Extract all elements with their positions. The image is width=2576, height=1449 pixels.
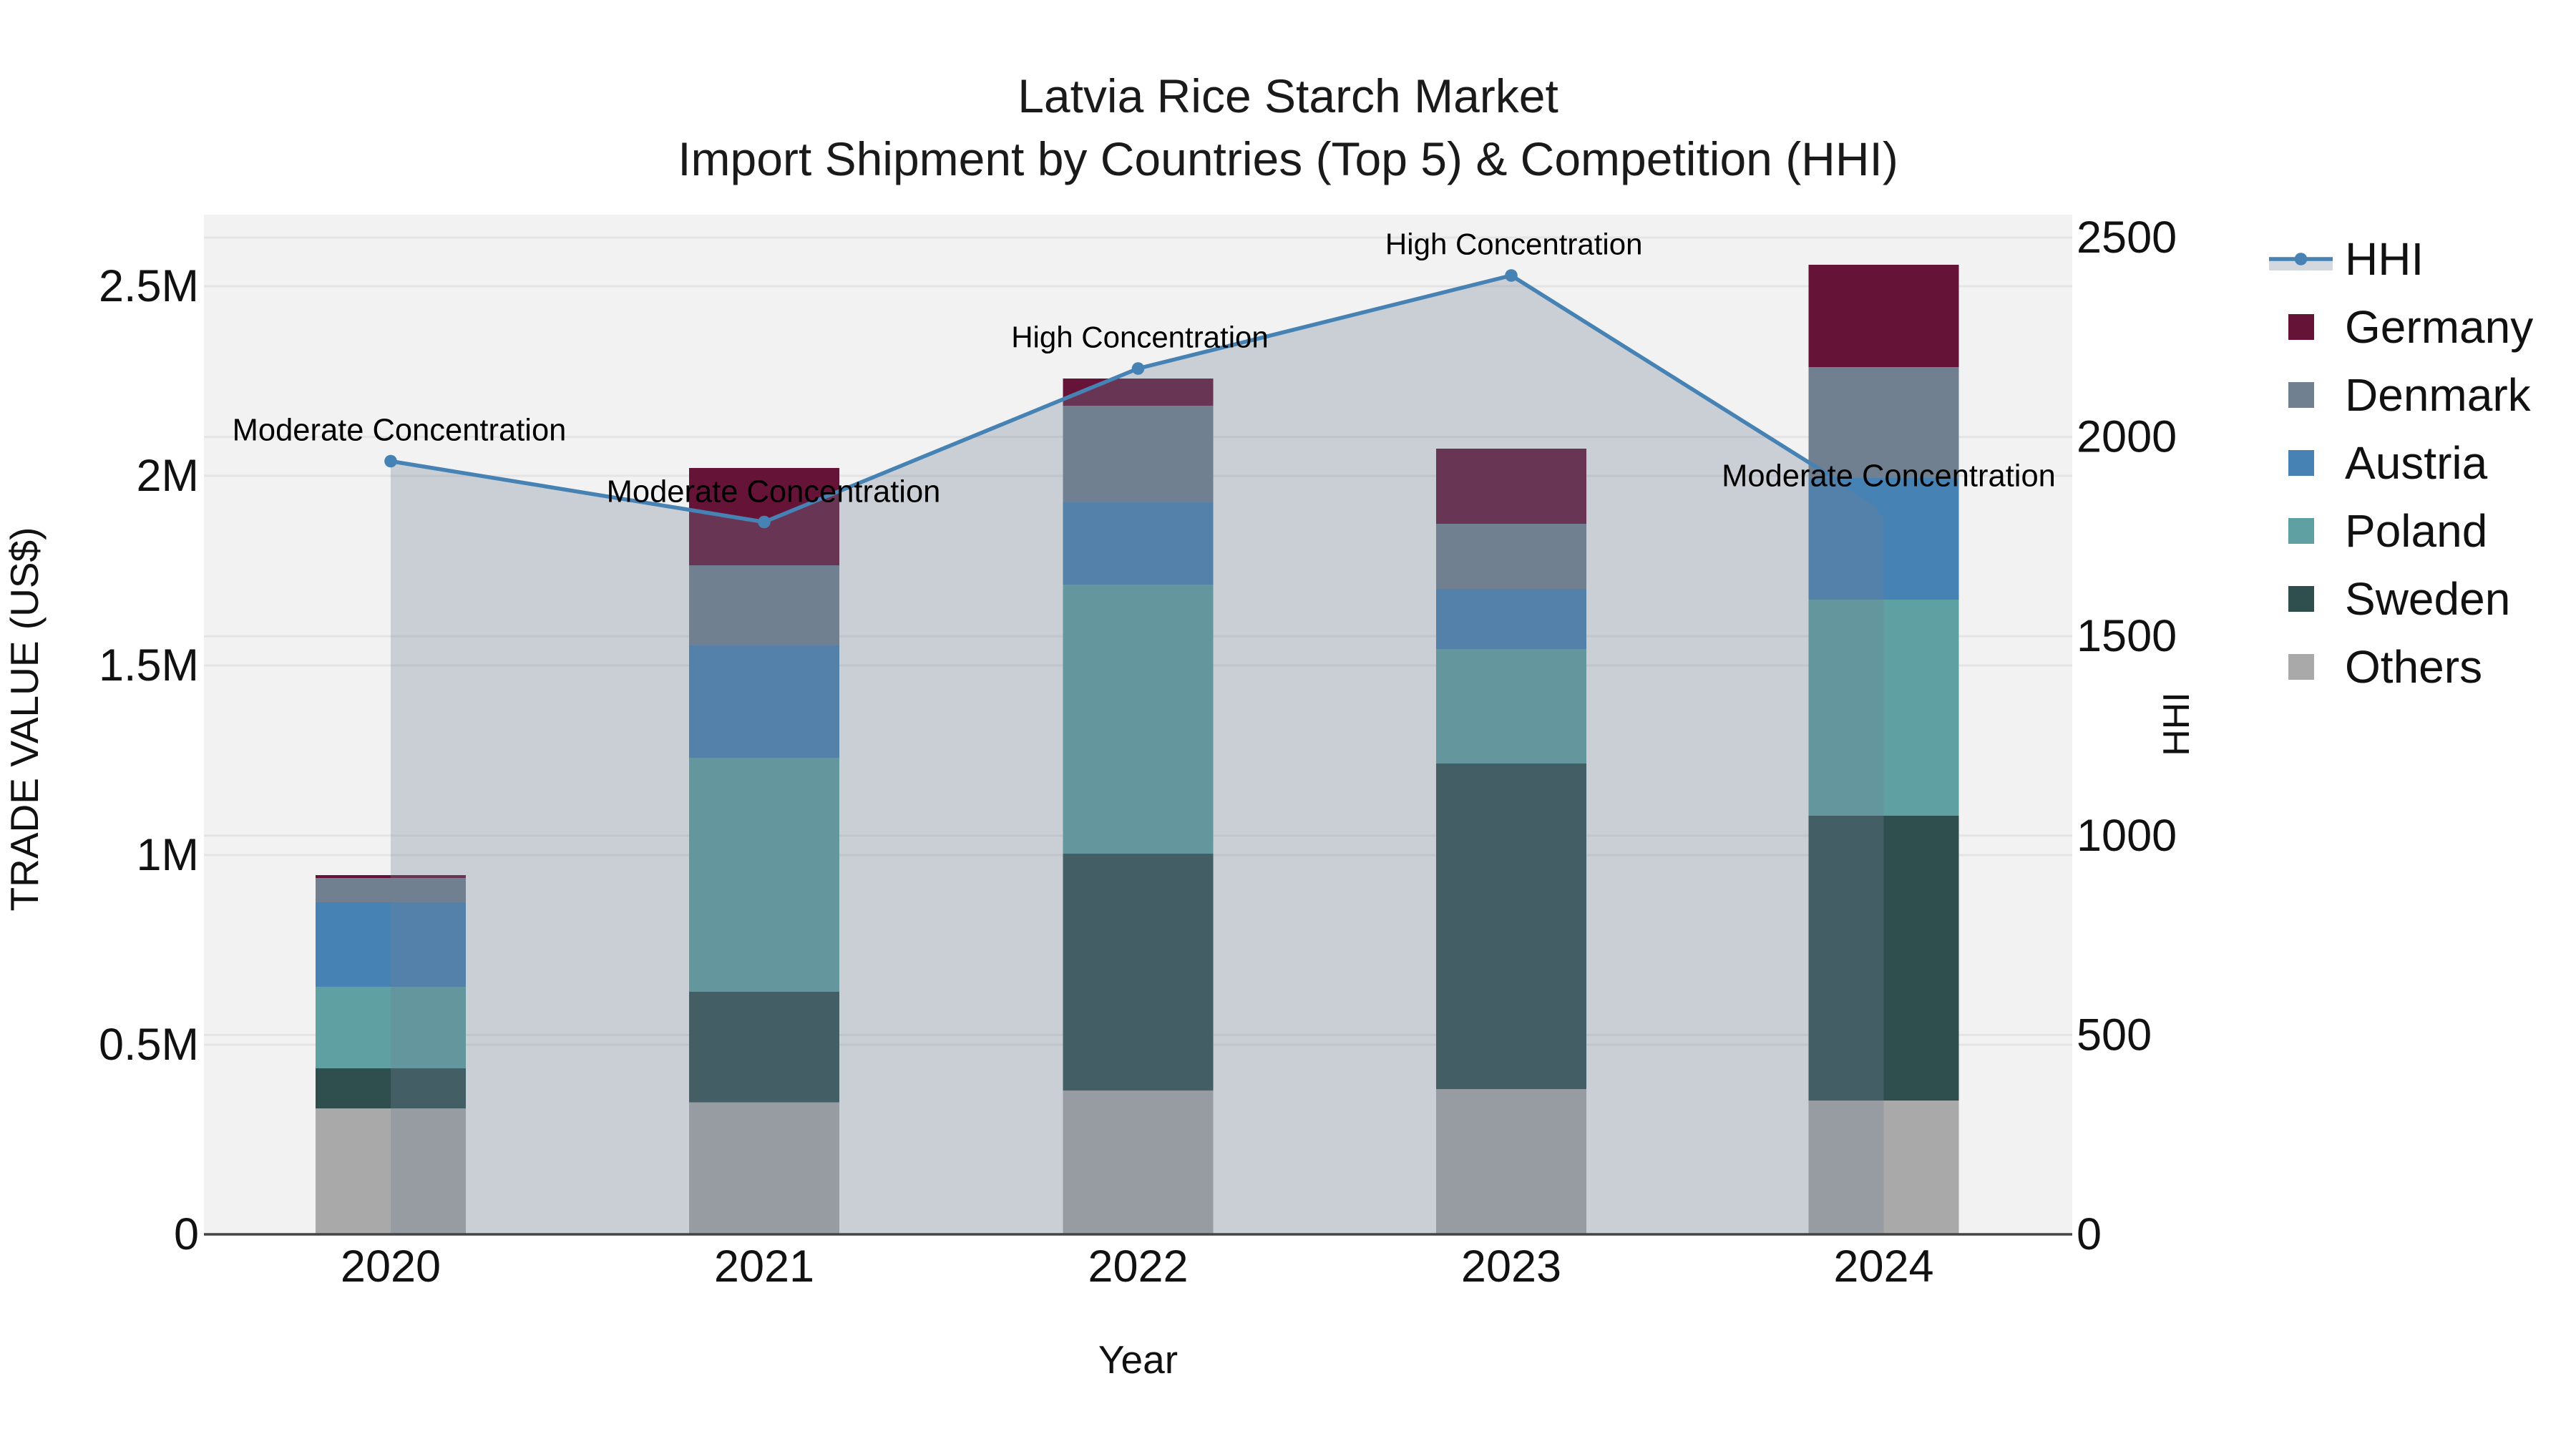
svg-text:0: 0 [174,1209,199,1259]
svg-text:1000: 1000 [2077,811,2177,861]
svg-text:2024: 2024 [1833,1241,1933,1292]
svg-text:Denmark: Denmark [2345,369,2532,421]
svg-text:2020: 2020 [341,1241,441,1292]
svg-text:2021: 2021 [714,1241,814,1292]
svg-text:TRADE VALUE (US$): TRADE VALUE (US$) [2,527,47,912]
svg-text:2M: 2M [136,451,199,501]
svg-text:Sweden: Sweden [2345,573,2510,625]
svg-text:2.5M: 2.5M [99,261,199,311]
svg-text:2023: 2023 [1461,1241,1561,1292]
svg-text:Moderate Concentration: Moderate Concentration [1722,459,2056,494]
svg-text:Moderate Concentration: Moderate Concentration [233,414,567,448]
svg-text:Year: Year [1098,1337,1178,1382]
svg-text:2022: 2022 [1088,1241,1188,1292]
svg-text:High Concentration: High Concentration [1011,321,1269,354]
svg-text:HHI: HHI [2345,233,2424,285]
svg-text:0: 0 [2077,1209,2102,1259]
svg-text:HHI: HHI [2156,692,2197,756]
svg-text:Others: Others [2345,641,2482,693]
svg-text:Germany: Germany [2345,301,2533,353]
svg-text:0.5M: 0.5M [99,1020,199,1070]
svg-text:High Concentration: High Concentration [1385,228,1643,261]
svg-text:Poland: Poland [2345,505,2487,557]
svg-text:Moderate Concentration: Moderate Concentration [607,475,941,509]
svg-text:1500: 1500 [2077,611,2177,661]
svg-text:Import Shipment by Countries (: Import Shipment by Countries (Top 5) & C… [678,132,1898,185]
svg-text:Latvia Rice Starch Market: Latvia Rice Starch Market [1018,69,1558,122]
svg-text:500: 500 [2077,1010,2152,1060]
svg-text:1M: 1M [136,830,199,880]
svg-text:1.5M: 1.5M [99,640,199,691]
svg-text:Austria: Austria [2345,437,2488,489]
svg-text:2500: 2500 [2077,213,2177,263]
svg-text:2000: 2000 [2077,412,2177,462]
